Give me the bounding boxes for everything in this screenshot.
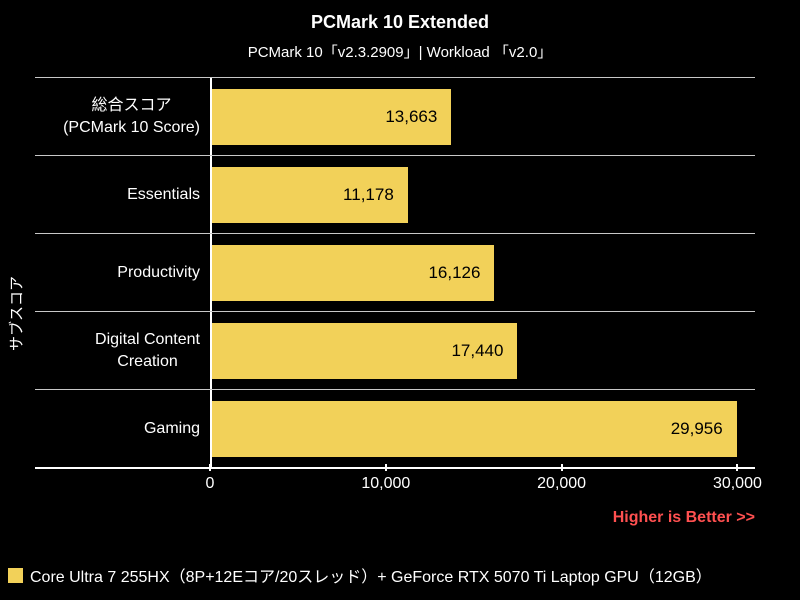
chart-subtitle: PCMark 10「v2.3.2909」| Workload 「v2.0」 <box>247 44 553 61</box>
bar-value-label: 13,663 <box>385 106 438 126</box>
bar-essentials: 11,178 <box>212 166 408 223</box>
x-axis-tick <box>560 464 563 471</box>
category-label: Gaming <box>35 390 210 467</box>
x-axis-tick-label: 30,000 <box>712 475 762 492</box>
chart-row-productivity: Productivity 16,126 <box>35 233 755 311</box>
bar-track: 17,440 <box>210 312 755 389</box>
bar-value-label: 29,956 <box>670 418 723 438</box>
category-label-text: Essentials <box>127 185 200 203</box>
bar-overall: 13,663 <box>212 88 452 145</box>
category-label-text: Productivity <box>117 263 200 281</box>
y-axis-label: サブスコア <box>8 276 26 352</box>
bar-track: 29,956 <box>210 390 755 467</box>
bar-track: 11,178 <box>210 156 755 233</box>
legend: Core Ultra 7 255HX（8P+12Eコア/20スレッド）+ GeF… <box>8 563 792 587</box>
chart-row-dcc: Digital Content Creation 17,440 <box>35 311 755 389</box>
bar-track: 16,126 <box>210 234 755 311</box>
category-label: 総合スコア (PCMark 10 Score) <box>35 78 210 155</box>
bar-track: 13,663 <box>210 78 755 155</box>
chart-row-gaming: Gaming 29,956 <box>35 389 755 467</box>
category-label-text: Gaming <box>143 419 200 437</box>
chart-row-essentials: Essentials 11,178 <box>35 155 755 233</box>
x-axis-tick <box>384 464 387 471</box>
chart-title: PCMark 10 Extended <box>310 12 490 32</box>
category-label: Productivity <box>35 234 210 311</box>
category-label-text: 総合スコア (PCMark 10 Score) <box>63 96 200 136</box>
higher-is-better-note: Higher is Better >> <box>612 509 755 526</box>
category-label: Essentials <box>35 156 210 233</box>
bar-dcc: 17,440 <box>212 322 518 379</box>
legend-swatch-icon <box>8 567 23 583</box>
bar-value-label: 16,126 <box>428 262 481 282</box>
category-label: Digital Content Creation <box>35 312 210 389</box>
bar-productivity: 16,126 <box>212 244 495 301</box>
bar-value-label: 11,178 <box>343 184 394 204</box>
category-label-text: Digital Content Creation <box>95 330 200 370</box>
chart-row-overall: 総合スコア (PCMark 10 Score) 13,663 <box>35 77 755 155</box>
bar-gaming: 29,956 <box>212 400 737 457</box>
legend-label: Core Ultra 7 255HX（8P+12Eコア/20スレッド）+ GeF… <box>30 569 712 586</box>
bar-value-label: 17,440 <box>451 340 504 360</box>
x-axis-tick <box>736 464 739 471</box>
x-axis-tick <box>209 464 211 471</box>
x-axis-tick-label: 0 <box>205 475 215 492</box>
x-axis: 0 10,000 20,000 30,000 <box>206 464 762 500</box>
x-axis-tick-label: 10,000 <box>361 475 411 492</box>
x-axis-tick-label: 20,000 <box>537 475 587 492</box>
plot-area: 総合スコア (PCMark 10 Score) 13,663 Essential… <box>35 77 755 469</box>
